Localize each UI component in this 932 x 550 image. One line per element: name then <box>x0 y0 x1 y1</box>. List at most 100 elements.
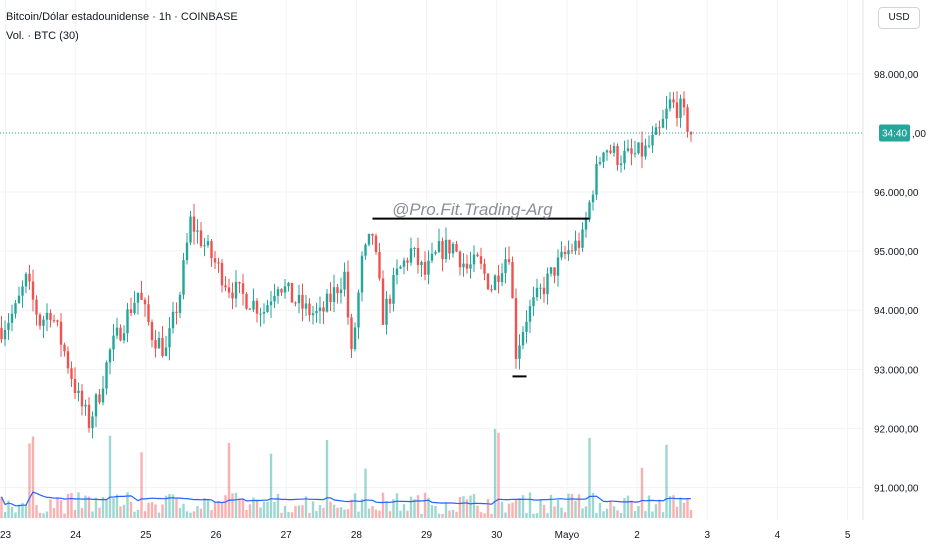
time-tick-label: 3 <box>704 530 710 541</box>
volume-bar <box>577 494 581 518</box>
time-tick-label: Mayo <box>555 530 580 541</box>
volume-bar <box>423 492 427 518</box>
candle-body <box>248 308 252 310</box>
price-tick-label: 92.000,00 <box>874 424 919 435</box>
volume-bar <box>392 499 395 518</box>
candle-body <box>462 263 465 268</box>
volume-bar <box>567 493 570 518</box>
volume-bar <box>294 505 297 518</box>
volume-bar <box>105 500 108 518</box>
candle-body <box>675 102 679 119</box>
volume-bar <box>686 498 689 518</box>
volume-bar <box>640 467 644 518</box>
candle-body <box>189 216 192 243</box>
candle-body <box>234 281 238 299</box>
candle-body <box>42 319 45 326</box>
candle-body <box>598 161 602 164</box>
candle-body <box>91 416 94 429</box>
volume-bar <box>59 500 63 518</box>
time-axis[interactable]: 23 24 25 26 27 28 29 30 Mayo 2 3 4 5 <box>0 530 851 541</box>
candle-body <box>392 274 395 304</box>
candle-body <box>507 259 511 263</box>
candle-body <box>581 229 584 248</box>
volume-bar <box>252 497 255 518</box>
grid-lines <box>0 0 863 520</box>
candle-body <box>245 293 248 309</box>
candle-body <box>150 322 154 341</box>
candle-body <box>101 388 105 403</box>
price-axis[interactable]: 98.000,00 96.000,00 95.000,00 94.000,00 93.0… <box>874 70 926 495</box>
time-tick-label: 27 <box>281 530 293 541</box>
candle-body <box>262 311 266 314</box>
volume-bar <box>588 437 591 518</box>
volume-bar <box>35 505 38 518</box>
volume-bar <box>605 508 609 518</box>
candle-body <box>549 267 553 274</box>
volume-bar <box>455 511 458 518</box>
volume-bar <box>525 513 528 518</box>
volume-bar <box>266 501 269 518</box>
watermark-text: @Pro.Fit.Trading-Arg <box>392 200 553 219</box>
candle-body <box>84 404 87 407</box>
candle-body <box>31 281 35 300</box>
candle-body <box>546 273 549 295</box>
volume-bar <box>472 494 476 518</box>
candle-body <box>206 241 210 246</box>
price-tick-label: 98.000,00 <box>874 70 919 81</box>
volume-bar <box>273 501 276 518</box>
volume-bar <box>521 495 525 518</box>
volume-bar <box>122 504 126 518</box>
volume-bar <box>630 500 633 518</box>
volume-bar <box>56 497 59 518</box>
volume-bar <box>682 502 686 518</box>
volume-bar <box>168 493 171 518</box>
volume-bar <box>178 507 182 518</box>
candle-body <box>483 263 486 274</box>
volume-bar <box>595 512 598 518</box>
candle-body <box>574 240 577 251</box>
volume-bar <box>231 493 234 518</box>
volume-bar <box>126 492 129 518</box>
volume-bar <box>584 506 588 518</box>
candle-body <box>45 312 49 320</box>
candle-body <box>406 260 409 263</box>
candle-body <box>24 273 28 287</box>
candle-body <box>304 303 308 309</box>
candle-body <box>427 260 430 275</box>
volume-bar <box>63 513 66 518</box>
volume-bar <box>21 502 24 518</box>
candle-body <box>94 394 98 417</box>
candle-body <box>654 127 658 135</box>
volume-bar <box>87 496 91 518</box>
volume-bar <box>420 513 423 518</box>
candle-body <box>441 241 444 260</box>
candle-body <box>518 345 521 359</box>
currency-button[interactable]: USD <box>878 7 920 29</box>
candle-body <box>241 283 245 294</box>
volume-bar <box>164 495 168 518</box>
volume-bar <box>647 495 651 518</box>
candle-body <box>332 287 336 302</box>
volume-bars <box>0 428 693 518</box>
volume-bar <box>612 506 616 518</box>
candle-body <box>525 321 528 333</box>
volume-bar <box>140 452 143 518</box>
candle-body <box>605 150 609 153</box>
volume-bar <box>570 494 574 518</box>
volume-bar <box>602 511 605 518</box>
volume-bar <box>24 504 28 518</box>
volume-bar <box>353 493 357 518</box>
volume-bar <box>108 435 112 518</box>
volume-bar <box>623 497 626 518</box>
candle-body <box>388 298 392 304</box>
candle-body <box>616 145 619 166</box>
volume-bar <box>581 508 584 518</box>
volume-bar <box>504 512 507 518</box>
volume-bar <box>206 499 210 518</box>
candle-body <box>360 255 364 293</box>
time-tick-label: 24 <box>70 530 82 541</box>
annotations <box>372 217 590 378</box>
time-tick-label: 28 <box>351 530 363 541</box>
candle-body <box>353 327 357 350</box>
